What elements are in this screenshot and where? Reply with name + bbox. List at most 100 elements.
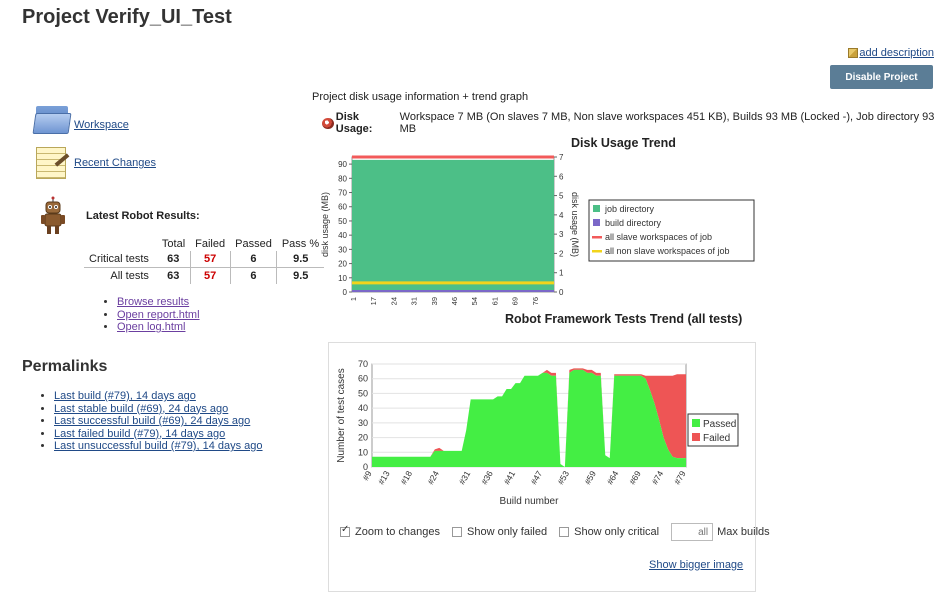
x-tick-label: #64 bbox=[605, 469, 621, 487]
series-build-directory bbox=[352, 290, 554, 292]
permalink-last-successful[interactable]: Last successful build (#69), 24 days ago bbox=[54, 415, 251, 427]
task-recent-changes[interactable]: Recent Changes bbox=[34, 144, 156, 180]
legend-label: job directory bbox=[604, 204, 655, 214]
y-tick-label: 10 bbox=[338, 274, 347, 283]
list-item: Last stable build (#69), 24 days ago bbox=[54, 403, 263, 416]
legend-swatch bbox=[692, 419, 700, 427]
list-item: Last build (#79), 14 days ago bbox=[54, 390, 263, 403]
header-passed: Passed bbox=[235, 238, 272, 250]
x-tick-label: 31 bbox=[410, 297, 419, 305]
add-description-link[interactable]: add description bbox=[848, 47, 934, 59]
x-tick-label: 76 bbox=[531, 297, 540, 305]
series-passed bbox=[372, 369, 686, 467]
x-tick-label: #69 bbox=[627, 469, 643, 487]
only-failed-checkbox[interactable] bbox=[452, 527, 462, 537]
open-log-link[interactable]: Open log.html bbox=[117, 321, 186, 333]
y-tick-label: 30 bbox=[338, 245, 347, 254]
zoom-label: Zoom to changes bbox=[355, 526, 440, 538]
y2-axis-label: disk usage (MB) bbox=[570, 192, 580, 257]
permalink-last-stable[interactable]: Last stable build (#69), 24 days ago bbox=[54, 402, 229, 415]
zoom-to-changes-toggle[interactable]: Zoom to changes bbox=[340, 524, 440, 538]
y-axis-label: disk usage (MB) bbox=[320, 192, 330, 257]
legend-swatch bbox=[592, 236, 602, 239]
y-tick-label: 30 bbox=[358, 418, 368, 428]
show-only-failed-toggle[interactable]: Show only failed bbox=[452, 526, 547, 538]
disk-usage-value: Workspace 7 MB (On slaves 7 MB, Non slav… bbox=[399, 111, 935, 135]
y2-tick-label: 7 bbox=[559, 153, 564, 162]
row-label: All tests bbox=[110, 270, 149, 282]
robot-results-title: Latest Robot Results: bbox=[86, 210, 200, 222]
only-critical-checkbox[interactable] bbox=[559, 527, 570, 537]
header-failed: Failed bbox=[195, 238, 226, 250]
x-tick-label: 69 bbox=[511, 297, 520, 305]
cell-total: 63 bbox=[156, 251, 191, 268]
permalink-last-unsuccessful[interactable]: Last unsuccessful build (#79), 14 days a… bbox=[54, 440, 263, 452]
list-item: Browse results bbox=[117, 296, 200, 309]
task-workspace[interactable]: Workspace bbox=[32, 104, 129, 134]
cell-total: 63 bbox=[167, 270, 180, 282]
browse-results-link[interactable]: Browse results bbox=[117, 296, 190, 308]
x-tick-label: #41 bbox=[502, 469, 518, 487]
y-tick-label: 70 bbox=[358, 359, 368, 369]
y-tick-label: 70 bbox=[338, 189, 347, 198]
max-builds-input[interactable] bbox=[671, 523, 714, 541]
y2-tick-label: 1 bbox=[559, 269, 564, 278]
x-tick-label: 1 bbox=[349, 297, 358, 301]
x-tick-label: 39 bbox=[430, 297, 439, 305]
notepad-icon bbox=[34, 144, 70, 180]
header-total: Total bbox=[161, 238, 186, 250]
y-tick-label: 60 bbox=[338, 203, 347, 212]
show-only-critical-toggle[interactable]: Show only critical bbox=[559, 526, 659, 538]
y-tick-label: 80 bbox=[338, 174, 347, 183]
x-tick-label: 61 bbox=[490, 297, 499, 305]
legend-swatch bbox=[593, 205, 600, 212]
y-tick-label: 20 bbox=[358, 433, 368, 443]
series-job-directory bbox=[352, 159, 554, 292]
disk-icon bbox=[322, 117, 334, 129]
cell-passed: 6 bbox=[229, 267, 277, 284]
disable-project-button[interactable]: Disable Project bbox=[830, 65, 933, 89]
chart-controls: Zoom to changes Show only failed Show on… bbox=[340, 523, 770, 541]
permalink-last-failed[interactable]: Last failed build (#79), 14 days ago bbox=[54, 427, 226, 440]
y2-tick-label: 3 bbox=[559, 230, 564, 239]
disk-chart-title: Disk Usage Trend bbox=[571, 136, 676, 150]
y-tick-label: 0 bbox=[343, 288, 348, 297]
x-tick-label: #24 bbox=[425, 469, 441, 487]
show-bigger-image-link[interactable]: Show bigger image bbox=[649, 559, 744, 571]
x-tick-label: #74 bbox=[650, 469, 666, 487]
y-tick-label: 50 bbox=[358, 388, 368, 398]
task-recent-changes-label[interactable]: Recent Changes bbox=[74, 157, 156, 169]
legend-swatch bbox=[592, 250, 602, 253]
x-tick-label: 54 bbox=[470, 297, 479, 305]
robot-icon bbox=[41, 196, 65, 234]
only-critical-label: Show only critical bbox=[574, 526, 660, 538]
permalinks-title: Permalinks bbox=[22, 358, 108, 375]
y-tick-label: 60 bbox=[358, 374, 368, 384]
add-description-label[interactable]: add description bbox=[859, 47, 934, 59]
series-failed bbox=[372, 368, 686, 467]
legend-label: all slave workspaces of job bbox=[605, 232, 712, 242]
x-tick-label: #47 bbox=[528, 469, 544, 487]
cell-pass-pct: 9.5 bbox=[276, 267, 325, 284]
task-workspace-label[interactable]: Workspace bbox=[74, 119, 129, 131]
list-item: Last failed build (#79), 14 days ago bbox=[54, 428, 263, 441]
cell-failed: 57 bbox=[189, 251, 231, 268]
y-tick-label: 40 bbox=[358, 403, 368, 413]
x-tick-label: #59 bbox=[582, 469, 598, 487]
page-title: Project Verify_UI_Test bbox=[22, 6, 232, 28]
cell-pass-pct: 9.5 bbox=[276, 251, 325, 268]
robot-chart-title: Robot Framework Tests Trend (all tests) bbox=[505, 312, 743, 326]
open-report-link[interactable]: Open report.html bbox=[117, 308, 200, 321]
zoom-checkbox[interactable] bbox=[340, 524, 350, 537]
list-item: Open log.html bbox=[117, 321, 200, 334]
table-row: Critical tests 63 57 6 9.5 bbox=[84, 251, 325, 268]
y2-tick-label: 5 bbox=[559, 192, 564, 201]
x-tick-label: #31 bbox=[457, 469, 473, 487]
legend-swatch bbox=[692, 433, 700, 441]
list-item: Last successful build (#69), 24 days ago bbox=[54, 415, 263, 428]
permalink-last-build[interactable]: Last build (#79), 14 days ago bbox=[54, 390, 196, 402]
x-axis-label: Build number bbox=[500, 496, 560, 507]
x-tick-label: #9 bbox=[360, 469, 374, 482]
x-tick-label: #13 bbox=[376, 469, 392, 487]
